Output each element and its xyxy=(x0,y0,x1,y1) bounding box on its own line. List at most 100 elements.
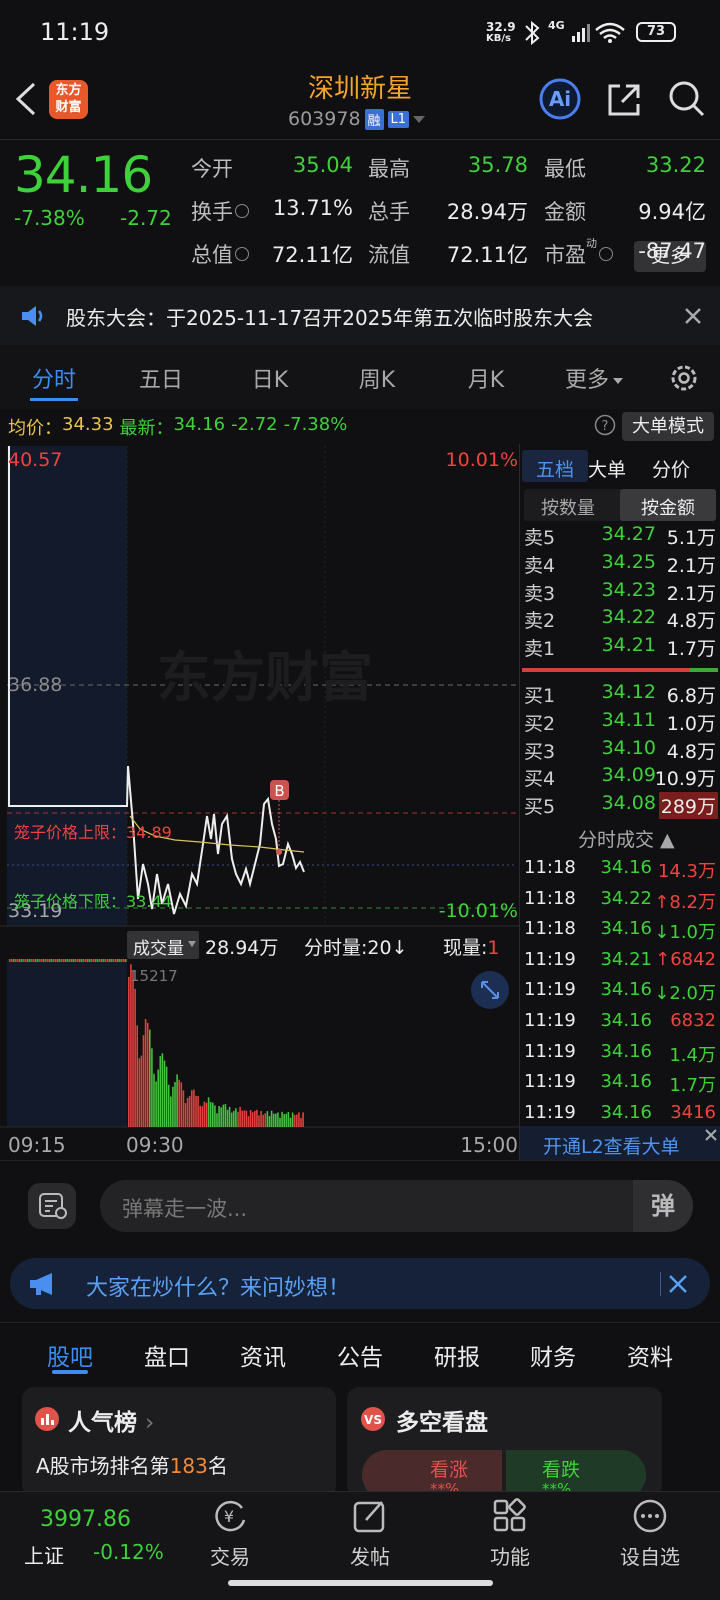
volume-bar xyxy=(115,959,117,962)
volume-bar xyxy=(212,1102,214,1127)
volume-bar xyxy=(182,1090,185,1127)
order-book-tab[interactable]: 分价 xyxy=(651,459,690,481)
path-shape xyxy=(481,981,499,999)
badge: 融 xyxy=(364,108,384,130)
path-shape xyxy=(15,82,36,116)
nav-item[interactable]: 功能 xyxy=(490,1545,530,1569)
order-book-tab[interactable]: 五档 xyxy=(535,459,574,481)
nav-item[interactable]: 发帖 xyxy=(350,1545,390,1569)
trade-time: 11:18 xyxy=(524,887,576,909)
circle-shape xyxy=(669,81,699,111)
volume-bar xyxy=(67,959,69,962)
back-button[interactable] xyxy=(14,82,38,116)
volume-bar xyxy=(93,959,95,962)
y-min-label: 33.19 xyxy=(8,900,63,922)
comment-input[interactable] xyxy=(100,1180,693,1232)
danmaku-button[interactable]: 弹 xyxy=(633,1180,693,1232)
tab[interactable]: 月K xyxy=(467,368,505,393)
volume-bar xyxy=(302,1112,304,1127)
text-shape: Ai xyxy=(549,87,571,111)
bull-label: 看涨 xyxy=(430,1459,469,1481)
settings-button[interactable] xyxy=(668,362,700,394)
volume-bar xyxy=(134,988,136,1127)
ask-banner[interactable] xyxy=(10,1258,710,1309)
path-shape xyxy=(30,1273,52,1295)
volume-bar xyxy=(57,959,59,962)
home-indicator xyxy=(228,1580,493,1586)
share-button[interactable] xyxy=(606,82,642,118)
big-order-mode-button[interactable]: 大单模式 xyxy=(622,412,714,441)
close-l2[interactable] xyxy=(704,1128,718,1142)
volume-bar xyxy=(111,959,113,962)
stat-label: 市盈动 xyxy=(544,237,613,269)
volume-bar xyxy=(11,959,13,962)
popularity-card[interactable] xyxy=(22,1387,336,1497)
avg-label: 均价： xyxy=(8,418,62,439)
watchlist-icon xyxy=(633,1499,667,1533)
volume-bar xyxy=(172,1086,174,1127)
circle-shape xyxy=(539,78,581,120)
volume-bar xyxy=(59,959,61,962)
trade-time: 11:19 xyxy=(524,979,576,1001)
mode-button[interactable]: 按金额 xyxy=(641,498,695,519)
polyline-shape xyxy=(129,815,305,853)
volume-bar xyxy=(207,1097,210,1127)
stat-value: 72.11亿 xyxy=(271,243,353,267)
volume-bar xyxy=(31,959,33,962)
dropdown-arrow[interactable] xyxy=(413,115,426,123)
stat-label-text: 总手 xyxy=(368,200,410,224)
ai-button[interactable]: Ai xyxy=(539,78,581,120)
tab[interactable]: 五日 xyxy=(138,368,183,393)
nav-item[interactable]: 设自选 xyxy=(620,1545,680,1569)
tab[interactable]: 更多 xyxy=(544,362,644,394)
more-button[interactable]: 更多 xyxy=(634,241,706,272)
trades-title-text: 分时成交 xyxy=(578,829,655,851)
tab[interactable]: 分时 xyxy=(31,368,76,393)
tab[interactable]: 日K xyxy=(251,368,289,393)
section-tab[interactable]: 资讯 xyxy=(240,1345,286,1371)
help-icon[interactable]: ? xyxy=(594,414,616,436)
change-amount: -2.72 xyxy=(120,206,172,230)
section-tab[interactable]: 盘口 xyxy=(144,1345,190,1371)
banner-text[interactable]: 大家在炒什么？来问妙想！ xyxy=(86,1276,351,1301)
index-change[interactable]: -0.12% xyxy=(93,1540,164,1564)
section-tab[interactable]: 股吧 xyxy=(47,1345,93,1371)
volume-bar xyxy=(109,959,111,962)
volume-bar xyxy=(13,959,15,962)
nav-item[interactable]: 交易 xyxy=(210,1545,250,1569)
y-max-label: 40.57 xyxy=(8,449,63,471)
section-tab[interactable]: 研报 xyxy=(434,1345,480,1371)
volume-bar xyxy=(203,1101,206,1127)
circle-shape xyxy=(361,1407,385,1431)
volume-bar xyxy=(61,959,63,962)
l2-banner[interactable] xyxy=(520,1126,720,1160)
search-button[interactable] xyxy=(668,80,706,118)
stat-label: 流值 xyxy=(368,239,410,269)
volume-bar xyxy=(99,959,101,962)
rect-shape xyxy=(39,1193,63,1217)
mode-button[interactable]: 按数量 xyxy=(541,498,595,519)
close-notice[interactable] xyxy=(684,307,702,325)
trade-price: 34.16 xyxy=(600,857,652,878)
section-tab[interactable]: 财务 xyxy=(530,1345,576,1371)
notice-bar xyxy=(0,286,720,345)
section-tab[interactable]: 资料 xyxy=(627,1345,673,1371)
volume-bar xyxy=(222,1104,225,1127)
volume-label[interactable]: 成交量 xyxy=(133,939,184,959)
tab[interactable]: 周K xyxy=(358,368,396,393)
book-price: 34.11 xyxy=(601,708,656,731)
index-name[interactable]: 上证 xyxy=(24,1544,64,1568)
buy-marker[interactable]: B xyxy=(274,782,284,800)
index-value[interactable]: 3997.86 xyxy=(40,1507,131,1532)
volume-bar xyxy=(191,1090,193,1127)
stat-label-sup: 动 xyxy=(586,237,597,250)
text-shape: ¥ xyxy=(224,1507,234,1526)
section-tab[interactable]: 公告 xyxy=(337,1345,383,1371)
volume-bar xyxy=(300,1117,302,1127)
rect-shape xyxy=(493,1499,509,1515)
order-book-tab[interactable]: 大单 xyxy=(587,459,626,481)
volume-bar xyxy=(184,1103,187,1127)
volume-bar xyxy=(97,959,99,962)
close-banner[interactable] xyxy=(668,1274,688,1294)
l2-banner-text[interactable]: 开通L2查看大单 xyxy=(543,1136,680,1158)
